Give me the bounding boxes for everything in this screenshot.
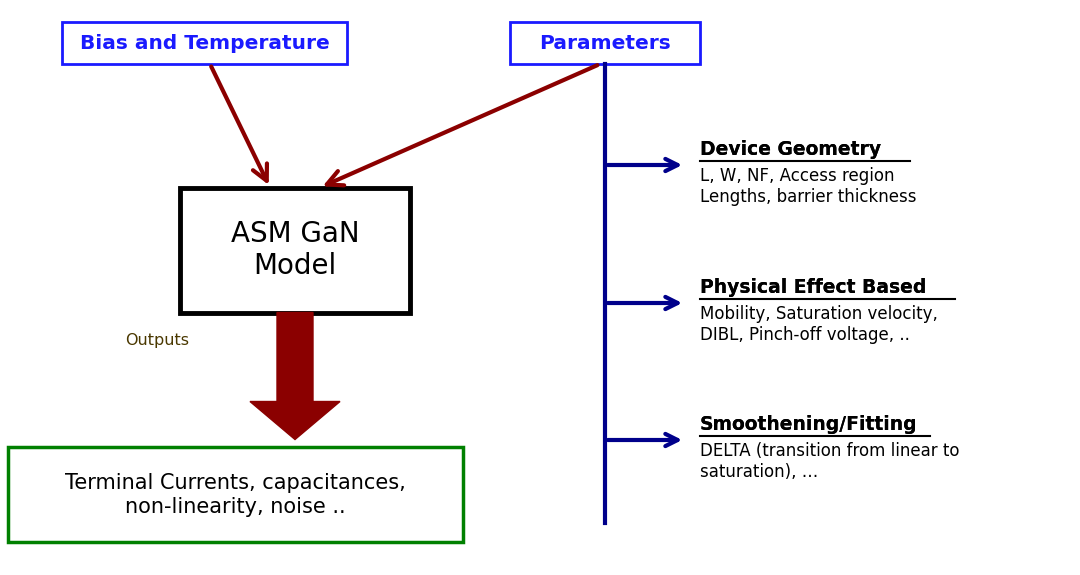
Text: Parameters: Parameters [539, 33, 671, 52]
Text: Device Geometry: Device Geometry [700, 140, 881, 159]
Text: Physical Effect Based: Physical Effect Based [700, 278, 927, 297]
Text: Device Geometry: Device Geometry [700, 140, 881, 159]
FancyBboxPatch shape [8, 447, 462, 542]
Text: Bias and Temperature: Bias and Temperature [80, 33, 329, 52]
Text: Terminal Currents, capacitances,
non-linearity, noise ..: Terminal Currents, capacitances, non-lin… [65, 473, 405, 516]
Text: DELTA (transition from linear to
saturation), …: DELTA (transition from linear to saturat… [700, 442, 959, 481]
FancyBboxPatch shape [63, 22, 348, 64]
Text: Mobility, Saturation velocity,
DIBL, Pinch-off voltage, ..: Mobility, Saturation velocity, DIBL, Pin… [700, 305, 937, 344]
FancyBboxPatch shape [510, 22, 700, 64]
Text: Physical Effect Based: Physical Effect Based [700, 278, 927, 297]
FancyBboxPatch shape [180, 187, 410, 312]
Text: L, W, NF, Access region
Lengths, barrier thickness: L, W, NF, Access region Lengths, barrier… [700, 167, 917, 206]
Text: ASM GaN
Model: ASM GaN Model [231, 220, 360, 280]
FancyArrow shape [249, 312, 340, 439]
Text: Outputs: Outputs [125, 333, 189, 348]
Text: Smoothening/Fitting: Smoothening/Fitting [700, 415, 918, 434]
Text: Smoothening/Fitting: Smoothening/Fitting [700, 415, 918, 434]
